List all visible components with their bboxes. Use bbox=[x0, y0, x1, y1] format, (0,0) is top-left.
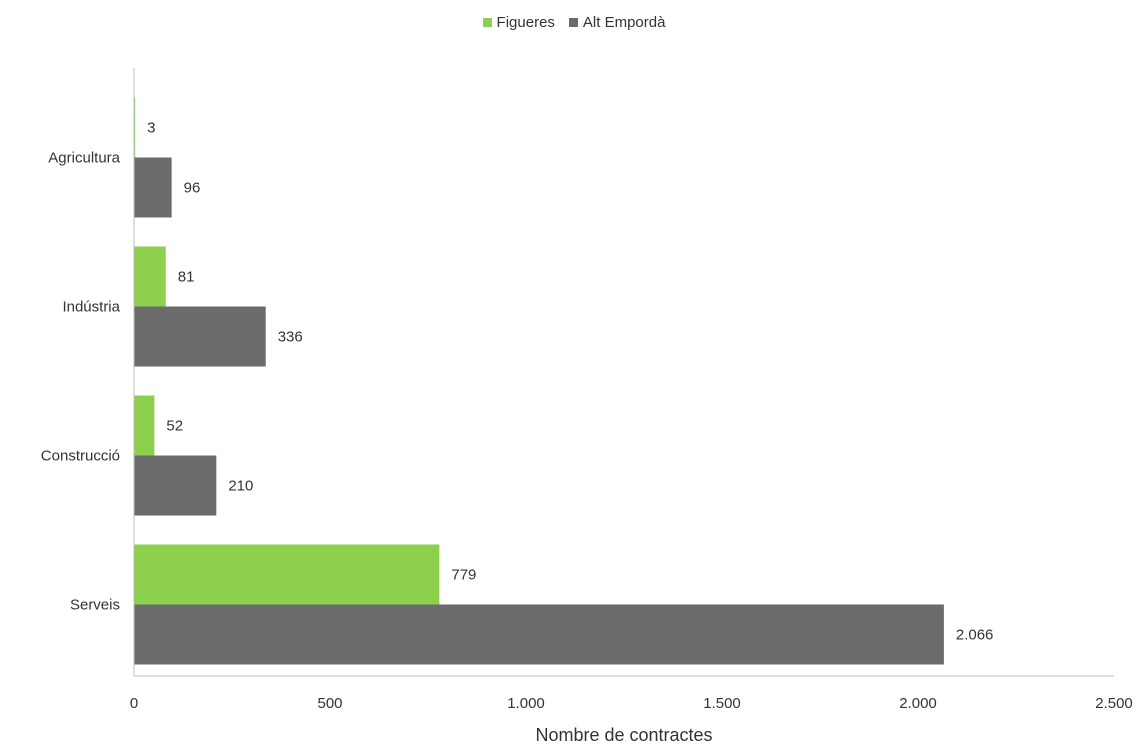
data-label-alt-emporda-serveis: 2.066 bbox=[956, 627, 994, 644]
legend-swatch-alt-emporda bbox=[568, 18, 578, 27]
bar-figueres-serveis bbox=[134, 544, 440, 605]
data-label-figueres-serveis: 779 bbox=[451, 567, 476, 584]
x-tick-labels: 0 500 1.000 1.500 2.000 2.500 bbox=[130, 695, 1133, 712]
x-tick-label-2000: 2.000 bbox=[899, 695, 937, 712]
data-label-alt-emporda-industria: 336 bbox=[278, 329, 303, 346]
axes-group bbox=[133, 68, 1114, 677]
data-label-figueres-agricultura: 3 bbox=[147, 120, 155, 137]
data-labels: 3 96 81 336 52 210 779 2.066 bbox=[147, 120, 993, 644]
bar-alt-emporda-construccio bbox=[134, 455, 217, 516]
x-tick-label-1000: 1.000 bbox=[507, 695, 545, 712]
x-tick-label-500: 500 bbox=[317, 695, 342, 712]
data-label-figueres-construccio: 52 bbox=[166, 418, 183, 435]
x-axis-label: Nombre de contractes bbox=[535, 725, 712, 745]
legend-label-alt-emporda: Alt Empordà bbox=[582, 14, 666, 31]
y-category-label-serveis: Serveis bbox=[70, 597, 120, 614]
y-category-label-agricultura: Agricultura bbox=[48, 150, 120, 167]
legend-item-figueres: Figueres bbox=[482, 14, 555, 31]
legend-swatch-figueres bbox=[482, 18, 492, 27]
data-label-figueres-industria: 81 bbox=[178, 269, 195, 286]
x-tick-label-1500: 1.500 bbox=[703, 695, 741, 712]
x-tick-label-0: 0 bbox=[130, 695, 138, 712]
bars-group bbox=[134, 97, 944, 665]
y-category-labels: Agricultura Indústria Construcció Serveis bbox=[41, 150, 121, 614]
bar-alt-emporda-industria bbox=[134, 306, 266, 367]
data-label-alt-emporda-construccio: 210 bbox=[228, 478, 253, 495]
legend-item-alt-emporda: Alt Empordà bbox=[568, 14, 666, 31]
bar-figueres-industria bbox=[134, 246, 166, 307]
y-category-label-construccio: Construcció bbox=[41, 448, 120, 465]
bar-alt-emporda-serveis bbox=[134, 604, 944, 665]
legend: Figueres Alt Empordà bbox=[0, 14, 1148, 31]
legend-label-figueres: Figueres bbox=[496, 14, 555, 31]
bar-alt-emporda-agricultura bbox=[134, 157, 172, 218]
bar-figueres-agricultura bbox=[134, 97, 136, 158]
x-tick-label-2500: 2.500 bbox=[1095, 695, 1133, 712]
data-label-alt-emporda-agricultura: 96 bbox=[184, 180, 201, 197]
y-category-label-industria: Indústria bbox=[62, 299, 120, 316]
bar-figueres-construccio bbox=[134, 395, 155, 456]
